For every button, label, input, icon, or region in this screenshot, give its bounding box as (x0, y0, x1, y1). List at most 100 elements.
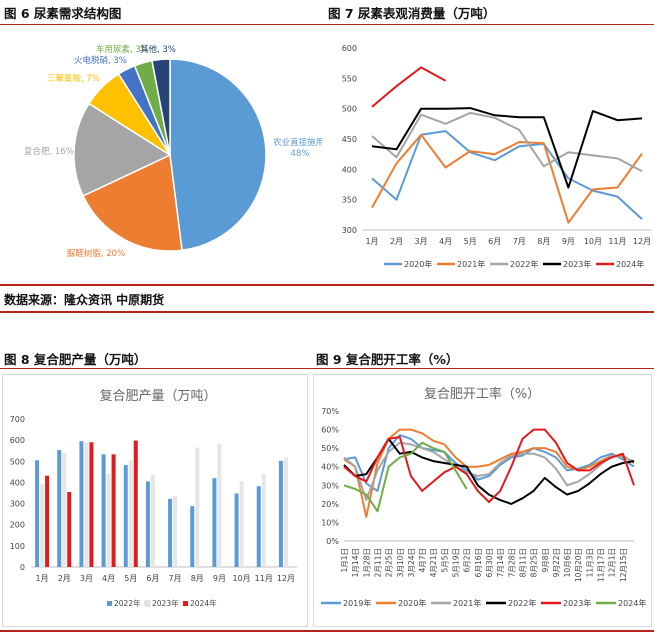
x-tick-label: 4月7日 (418, 548, 427, 573)
x-tick-label: 9月22日 (552, 548, 561, 577)
legend-label: 2021年 (453, 598, 481, 608)
x-tick-label: 8月25日 (530, 548, 539, 577)
bar-2023年-6月 (150, 475, 155, 567)
fig6-pie-chart: 农业直接施用, 48% 脲醛树脂, 20% 复合肥, 16% 三聚氰胺, 7% 火电脱硝,… (0, 28, 322, 268)
y-tick-label: 600 (10, 436, 25, 445)
x-tick-label: 1月 (36, 574, 49, 583)
series-line-2023年 (343, 428, 635, 503)
fig8-bar-chart: 复合肥产量（万吨） 0 100 200 300 400 500 600 700 1月 2月 3月 4月 5… (2, 374, 308, 627)
bar-2022年-11月 (256, 486, 261, 567)
x-tick-label: 6月 (146, 574, 159, 583)
fig9-line-chart: 复合肥开工率（%） 0% 10% 20% 30% 40% 50% 60% 70% 1月1日 1月14… (313, 374, 652, 627)
y-tick-label: 500 (10, 457, 25, 466)
x-tick-label: 12月15日 (619, 548, 628, 582)
legend-label: 2022年 (508, 598, 536, 608)
legend-swatch (107, 601, 112, 606)
pie-slice-6 (151, 58, 171, 156)
x-tick-label: 10月 (232, 574, 250, 583)
bar8-svg: 复合肥产量（万吨） 0 100 200 300 400 500 600 700 1月 2月 3月 4月 5… (10, 389, 297, 608)
bar-2024年-1月 (45, 475, 50, 567)
x-tick-label: 7月 (513, 237, 526, 246)
data-source: 数据来源：隆众资讯 中原期货 (4, 293, 165, 307)
x-tick-label: 1月28日 (362, 548, 371, 577)
pie-label-0: 农业直接施用, 48% (273, 137, 322, 159)
series-line-2021年 (343, 441, 635, 502)
line9-svg: 复合肥开工率（%） 0% 10% 20% 30% 40% 50% 60% 70% 1月1日 1月14… (321, 386, 646, 608)
pie-svg: 农业直接施用, 48% 脲醛树脂, 20% 复合肥, 16% 三聚氰胺, 7% 火电脱硝,… (24, 44, 322, 259)
y-tick-label: 50% (321, 444, 339, 453)
fig7-title: 图 7 尿素表观消费量（万吨） (328, 6, 496, 21)
fig9-chart-title: 复合肥开工率（%） (424, 386, 540, 402)
y-tick-label: 10% (321, 518, 339, 527)
legend-label: 2020年 (398, 598, 426, 608)
series-line-2023年 (371, 107, 643, 189)
y-tick-label: 400 (10, 478, 25, 487)
x-tick-label: 10月20日 (574, 548, 583, 582)
x-tick-label: 6月 (488, 237, 501, 246)
y-tick-label: 100 (10, 542, 25, 551)
bar-2023年-8月 (195, 447, 200, 567)
series-line-2024年 (371, 66, 447, 108)
x-tick-label: 2月 (390, 237, 403, 246)
fig8-chart-title: 复合肥产量（万吨） (99, 389, 216, 404)
series-line-2020年 (343, 428, 635, 518)
y-tick-label: 350 (342, 196, 357, 205)
x-tick-label: 3月24日 (407, 548, 416, 577)
legend-label: 2024年 (618, 598, 646, 608)
top-divider (0, 24, 654, 25)
x-tick-label: 12月 (277, 574, 295, 583)
bar-2022年-7月 (168, 498, 173, 567)
x-tick-label: 9月 (562, 237, 575, 246)
bar-2024年-3月 (89, 442, 94, 567)
x-tick-label: 9月 (213, 574, 226, 583)
series-line-2021年 (371, 133, 643, 224)
bar-2023年-3月 (84, 442, 89, 567)
series-line-2022年 (371, 111, 643, 173)
x-tick-label: 8月 (191, 574, 204, 583)
bar-2022年-9月 (212, 478, 217, 567)
bar-2022年-2月 (57, 450, 62, 567)
x-tick-label: 11月3日 (585, 548, 594, 577)
series-line-2022年 (343, 437, 635, 505)
bar-2022年-1月 (35, 460, 40, 567)
legend-swatch (183, 601, 188, 606)
x-tick-label: 5月5日 (440, 548, 449, 573)
x-tick-label: 7月28日 (507, 548, 516, 577)
x-tick-label: 2月25日 (385, 548, 394, 577)
pie-label-4: 火电脱硝, 3% (74, 55, 127, 66)
y-tick-label: 30% (321, 481, 339, 490)
y-tick-label: 0 (20, 563, 25, 572)
source-divider-top (0, 284, 654, 286)
series-line-2024年 (343, 441, 468, 513)
fig8-title: 图 8 复合肥产量（万吨） (4, 352, 147, 367)
bar-2022年-12月 (278, 460, 283, 567)
x-tick-label: 4月 (102, 574, 115, 583)
source-divider-bottom (0, 311, 654, 313)
y-tick-label: 0% (326, 537, 339, 546)
legend-label: 2021年 (457, 259, 485, 269)
bottom-rule (0, 630, 654, 632)
legend-label: 2024年 (616, 259, 644, 269)
x-tick-label: 1月1日 (340, 548, 349, 573)
bar-2023年-11月 (261, 473, 266, 567)
legend-label: 2023年 (563, 259, 591, 269)
pie-slice-2 (73, 102, 172, 197)
bar-2023年-7月 (173, 496, 178, 567)
series-line-2020年 (371, 130, 643, 220)
x-tick-label: 3月10日 (396, 548, 405, 577)
y-tick-label: 300 (10, 500, 25, 509)
y-tick-label: 70% (321, 407, 339, 416)
y-tick-label: 200 (10, 521, 25, 530)
bar-2023年-1月 (40, 483, 45, 567)
x-tick-label: 2月11日 (373, 548, 382, 577)
x-tick-label: 10月 (584, 237, 602, 246)
fig7-line-chart: 300 350 400 450 500 550 600 1月 2月 3月 4月 5月 6月 7月 8月 9月 1… (326, 28, 654, 273)
y-tick-label: 20% (321, 500, 339, 509)
pie-label-5: 车用尿素, 3% (96, 44, 149, 55)
bar-2023年-2月 (62, 452, 67, 567)
bar-2022年-3月 (79, 441, 84, 567)
legend-label: 2022年 (114, 598, 141, 608)
x-tick-label: 2月 (58, 574, 71, 583)
y-tick-label: 300 (342, 226, 357, 235)
pie-label-6: 其他, 3% (140, 44, 176, 55)
